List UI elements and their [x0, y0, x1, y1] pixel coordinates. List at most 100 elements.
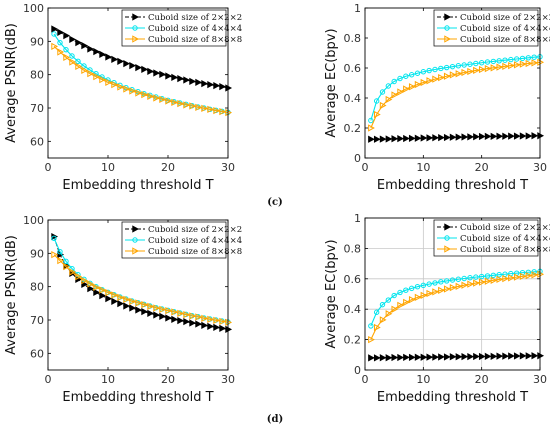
data-point	[403, 353, 410, 362]
data-point	[414, 80, 422, 89]
data-point	[478, 132, 486, 141]
y-tick-label: 1	[354, 2, 361, 15]
data-point	[432, 75, 440, 83]
data-point	[443, 64, 450, 71]
data-point	[484, 64, 492, 73]
x-tick-label: 30	[533, 161, 547, 174]
data-point	[373, 110, 381, 119]
y-tick-label: 1	[354, 212, 361, 225]
legend-label: Cuboid size of 8×8×8	[460, 245, 550, 255]
data-point	[397, 289, 403, 296]
data-point	[478, 278, 486, 286]
data-point	[490, 272, 497, 279]
legend-label: Cuboid size of 4×4×4	[148, 236, 242, 246]
data-point	[189, 312, 197, 320]
data-point	[81, 66, 89, 74]
data-point	[426, 289, 434, 298]
data-point	[368, 117, 374, 124]
data-point	[141, 91, 149, 99]
data-point	[105, 78, 113, 86]
data-point	[111, 81, 119, 89]
data-point	[426, 77, 434, 85]
data-point	[525, 352, 533, 360]
y-tick-label: 80	[30, 281, 44, 294]
data-point	[426, 134, 434, 142]
y-tick-label: 0.2	[344, 334, 362, 347]
data-point	[87, 280, 95, 288]
x-tick-label: 30	[221, 161, 235, 174]
data-point	[69, 58, 77, 66]
data-point	[117, 83, 125, 91]
data-point	[467, 61, 473, 67]
y-tick-label: 0.8	[344, 32, 362, 45]
data-point	[449, 63, 456, 70]
data-point	[519, 60, 527, 68]
y-tick-label: 60	[30, 347, 44, 360]
data-point	[420, 78, 428, 87]
data-point	[201, 104, 209, 112]
x-tick-label: 20	[161, 373, 175, 386]
data-point	[123, 60, 131, 68]
data-point	[368, 135, 375, 143]
data-point	[432, 66, 438, 73]
data-point	[219, 108, 227, 116]
data-point	[153, 69, 161, 77]
y-tick-label: 0	[354, 152, 361, 165]
data-point	[461, 133, 469, 141]
x-tick-label: 0	[45, 161, 52, 174]
data-point	[426, 281, 432, 287]
series-2x2x2	[368, 352, 545, 362]
data-point	[75, 58, 81, 65]
data-point	[63, 258, 69, 265]
data-point	[473, 133, 480, 141]
legend-marker	[444, 245, 452, 253]
data-point	[207, 322, 215, 330]
plot-border	[364, 7, 541, 159]
data-point	[213, 323, 221, 331]
data-point	[93, 283, 101, 291]
plot-border	[47, 7, 229, 159]
data-point	[508, 352, 515, 360]
data-point	[373, 98, 380, 104]
data-point	[87, 70, 95, 78]
data-point	[87, 45, 95, 53]
data-point	[93, 48, 101, 56]
legend-marker	[132, 35, 140, 43]
data-point	[165, 314, 173, 322]
data-point	[391, 353, 399, 362]
data-point	[368, 354, 375, 362]
data-point	[379, 135, 387, 143]
legend-label: Cuboid size of 2×2×2	[460, 13, 550, 23]
legend-marker	[132, 237, 138, 243]
data-point	[397, 301, 405, 310]
y-tick-label: 0.2	[344, 122, 362, 135]
data-point	[397, 88, 405, 96]
data-point	[111, 297, 119, 305]
plot-border	[47, 219, 229, 371]
data-point	[502, 352, 510, 360]
data-point	[432, 280, 438, 286]
legend-marker	[132, 25, 138, 31]
data-point	[51, 251, 59, 259]
data-point	[496, 352, 504, 360]
data-point	[478, 60, 485, 66]
legend-label: Cuboid size of 4×4×4	[460, 24, 550, 34]
data-point	[490, 352, 498, 360]
data-point	[111, 291, 119, 299]
data-point	[105, 289, 113, 297]
data-point	[461, 62, 467, 68]
data-point	[117, 300, 125, 308]
data-point	[195, 320, 203, 328]
data-point	[438, 73, 445, 82]
data-point	[397, 135, 405, 143]
series-line	[370, 270, 541, 327]
x-tick-label: 30	[221, 373, 235, 386]
data-point	[403, 287, 409, 293]
data-point	[496, 132, 504, 140]
data-point	[449, 133, 457, 141]
data-point	[177, 317, 185, 325]
y-tick-label: 60	[30, 135, 44, 148]
data-point	[467, 352, 475, 361]
x-axis-label: Embedding threshold T	[62, 390, 213, 405]
x-tick-label: 0	[362, 161, 369, 174]
